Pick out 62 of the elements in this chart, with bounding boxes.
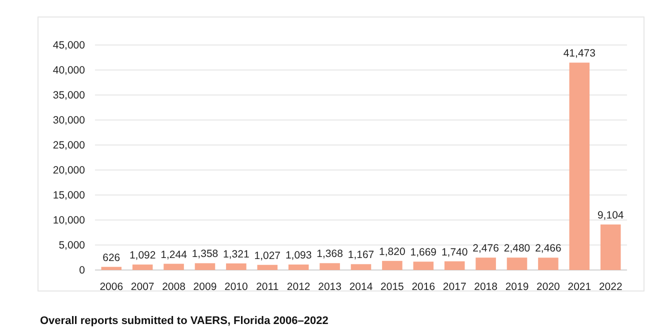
bar <box>382 260 402 270</box>
y-tick-label: 0 <box>79 264 86 277</box>
data-label: 626 <box>102 252 120 264</box>
bar <box>288 264 309 270</box>
bar <box>413 262 434 270</box>
x-tick-label: 2015 <box>380 281 404 293</box>
bar <box>101 266 122 270</box>
y-tick-label: 35,000 <box>52 90 86 102</box>
data-label: 2,476 <box>472 242 500 255</box>
bar <box>257 264 278 270</box>
data-label: 1,820 <box>379 246 406 258</box>
x-tick-label: 2006 <box>100 281 124 293</box>
data-label: 1,027 <box>254 250 281 262</box>
data-label: 1,093 <box>285 250 312 262</box>
x-tick-label: 2021 <box>568 281 592 293</box>
data-label: 1,669 <box>410 246 437 259</box>
x-tick-label: 2013 <box>318 281 342 293</box>
bar <box>350 264 372 270</box>
x-tick-label: 2017 <box>442 281 466 293</box>
data-label: 1,244 <box>160 248 188 261</box>
data-label: 1,167 <box>348 249 374 262</box>
x-tick-label: 2022 <box>598 281 622 293</box>
bar <box>600 224 621 270</box>
x-tick-label: 2009 <box>193 281 217 293</box>
data-label: 2,466 <box>535 242 562 255</box>
bar <box>569 62 590 270</box>
data-label: 1,092 <box>129 250 156 262</box>
data-label: 1,321 <box>223 248 250 260</box>
text: Overall reports submitted to VAERS, Florida 2006–2022 <box>40 315 328 327</box>
x-tick-label: 2011 <box>256 281 279 293</box>
y-tick-label: 5,000 <box>58 240 86 252</box>
bar <box>194 263 216 270</box>
y-tick-label: 40,000 <box>52 64 86 77</box>
y-tick-label: 30,000 <box>52 114 86 127</box>
y-tick-label: 25,000 <box>52 140 86 152</box>
y-tick-label: 10,000 <box>52 214 86 227</box>
x-tick-label: 2014 <box>349 281 373 293</box>
bar <box>164 264 184 270</box>
x-tick-label: 2016 <box>412 281 436 293</box>
x-tick-label: 2010 <box>224 281 248 293</box>
bar <box>538 258 558 270</box>
x-tick-label: 2012 <box>286 281 310 293</box>
x-tick-label: 2018 <box>474 281 498 293</box>
bar <box>444 261 465 270</box>
y-tick-label: 15,000 <box>52 190 86 202</box>
bar <box>132 264 153 270</box>
data-label: 1,368 <box>316 248 344 260</box>
data-label: 1,358 <box>192 248 218 260</box>
y-tick-label: 20,000 <box>52 164 86 177</box>
data-label: 1,740 <box>441 246 468 258</box>
x-tick-label: 2008 <box>162 281 186 293</box>
bar <box>476 258 496 270</box>
x-tick-label: 2020 <box>536 281 560 293</box>
bar <box>506 258 528 270</box>
bar <box>226 263 246 270</box>
y-tick-label: 45,000 <box>52 40 86 52</box>
data-label: 2,480 <box>504 242 530 255</box>
data-label: 41,473 <box>563 48 596 60</box>
data-label: 9,104 <box>597 209 624 222</box>
x-tick-label: 2019 <box>505 281 529 293</box>
bar <box>320 263 340 270</box>
x-tick-label: 2007 <box>130 281 154 293</box>
